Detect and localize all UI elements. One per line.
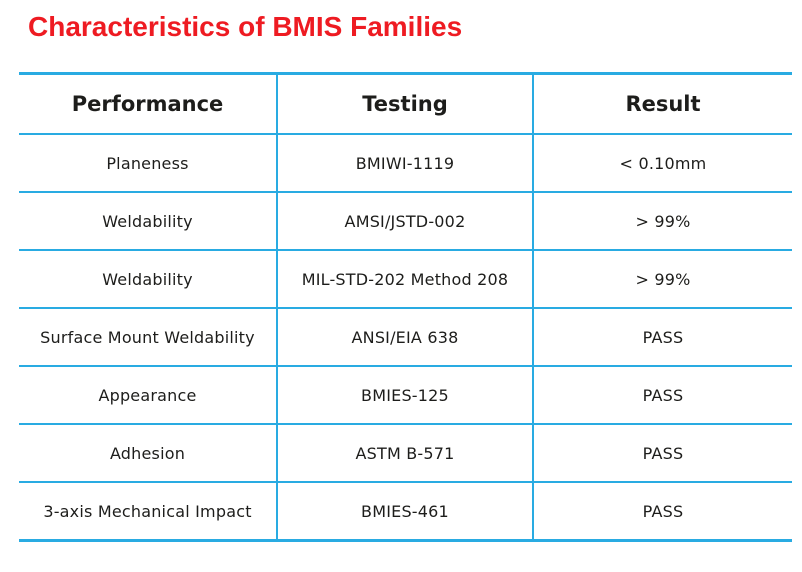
performance-cell: Adhesion bbox=[19, 424, 278, 483]
table-row: Adhesion ASTM B-571 PASS bbox=[19, 424, 792, 483]
result-cell: PASS bbox=[532, 482, 792, 542]
testing-cell: BMIWI-1119 bbox=[277, 134, 533, 193]
header-performance: Performance bbox=[19, 73, 278, 135]
testing-cell: ANSI/EIA 638 bbox=[277, 308, 533, 367]
table-row: Weldability MIL-STD-202 Method 208 > 99% bbox=[19, 250, 792, 309]
table-row: Weldability AMSI/JSTD-002 > 99% bbox=[19, 192, 792, 251]
performance-cell: Planeness bbox=[19, 134, 278, 193]
testing-cell: BMIES-125 bbox=[277, 366, 533, 425]
result-cell: PASS bbox=[532, 308, 792, 367]
table-row: Planeness BMIWI-1119 < 0.10mm bbox=[19, 134, 792, 193]
result-cell: PASS bbox=[532, 424, 792, 483]
performance-cell: Appearance bbox=[19, 366, 278, 425]
performance-cell: Weldability bbox=[19, 250, 278, 309]
table-row: Surface Mount Weldability ANSI/EIA 638 P… bbox=[19, 308, 792, 367]
header-row: Performance Testing Result bbox=[19, 73, 792, 135]
header-result: Result bbox=[532, 73, 792, 135]
performance-cell: 3-axis Mechanical Impact bbox=[19, 482, 278, 542]
performance-cell: Surface Mount Weldability bbox=[19, 308, 278, 367]
table-row: 3-axis Mechanical Impact BMIES-461 PASS bbox=[19, 482, 792, 542]
testing-cell: AMSI/JSTD-002 bbox=[277, 192, 533, 251]
page-title: Characteristics of BMIS Families bbox=[28, 11, 463, 42]
result-cell: > 99% bbox=[532, 192, 792, 251]
performance-cell: Weldability bbox=[19, 192, 278, 251]
result-cell: < 0.10mm bbox=[532, 134, 792, 193]
result-cell: > 99% bbox=[532, 250, 792, 309]
testing-cell: ASTM B-571 bbox=[277, 424, 533, 483]
result-cell: PASS bbox=[532, 366, 792, 425]
header-testing: Testing bbox=[277, 73, 533, 135]
table-row: Appearance BMIES-125 PASS bbox=[19, 366, 792, 425]
characteristics-table: Performance Testing Result Planeness BMI… bbox=[19, 72, 792, 542]
testing-cell: BMIES-461 bbox=[277, 482, 533, 542]
testing-cell: MIL-STD-202 Method 208 bbox=[277, 250, 533, 309]
